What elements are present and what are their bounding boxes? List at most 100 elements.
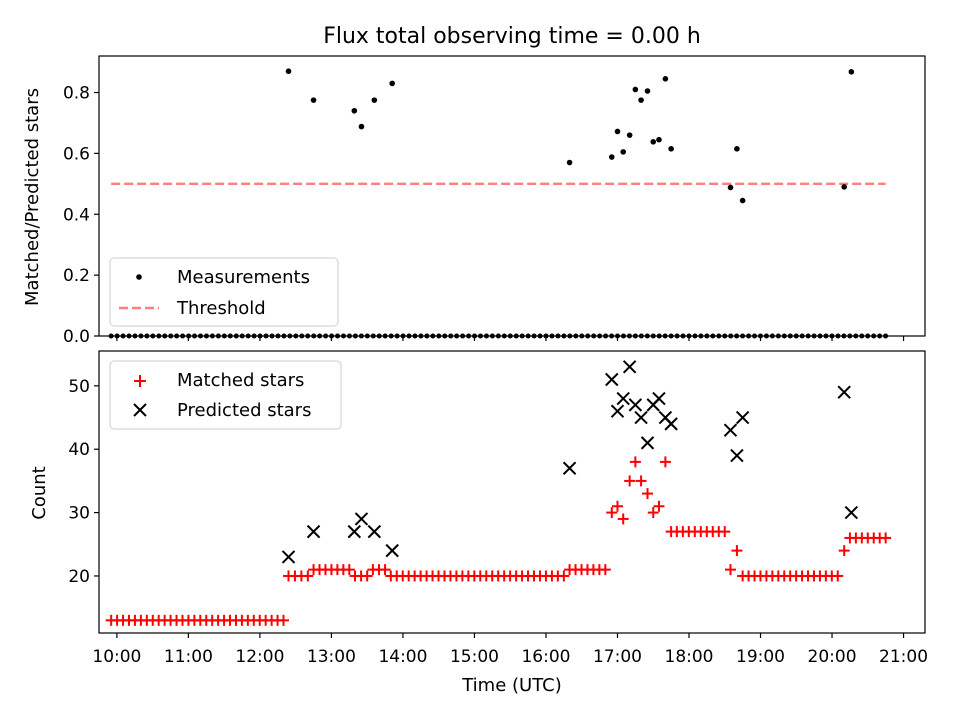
- predicted-star-point: [664, 417, 678, 431]
- bottom-x-tick-label: 18:00: [665, 647, 714, 667]
- bottom-x-tick-label: 17:00: [593, 647, 642, 667]
- measurement-point: [739, 197, 746, 204]
- top-legend: Measurements Threshold: [109, 257, 339, 327]
- measurement-point: [310, 97, 317, 103]
- bottom-x-tick-label: 21:00: [879, 647, 928, 667]
- matched-star-point: [278, 614, 290, 626]
- top-y-tick-label: 0.2: [63, 266, 90, 286]
- matched-star-point: [880, 532, 892, 544]
- matched-star-point: [653, 500, 665, 512]
- measurement-point: [668, 146, 674, 152]
- bottom-x-tick-label: 13:00: [307, 647, 356, 667]
- matched-star-point: [629, 456, 641, 468]
- measurement-point: [626, 132, 633, 138]
- bottom-x-tick-label: 14:00: [378, 647, 427, 667]
- bottom-x-axis-label: Time (UTC): [461, 675, 562, 696]
- bottom-legend-box: [109, 360, 342, 430]
- measurement-point: [632, 86, 639, 93]
- top-legend-box: [109, 257, 339, 327]
- measurement-point: [841, 184, 847, 190]
- top-panel: Flux total observing time = 0.00 h Match…: [22, 24, 926, 347]
- matched-star-point: [731, 545, 743, 557]
- legend-label-measurements: Measurements: [177, 267, 310, 288]
- bottom-y-tick-label: 30: [68, 504, 90, 524]
- predicted-star-point: [616, 391, 630, 406]
- legend-marker-measurements: [136, 274, 142, 280]
- legend-label-predicted: Predicted stars: [177, 400, 311, 421]
- matched-star-point: [611, 500, 623, 512]
- matched-star-point: [558, 570, 570, 582]
- predicted-star-point: [837, 385, 851, 399]
- measurement-point: [848, 69, 855, 75]
- top-axes-frame: [98, 55, 926, 337]
- measurement-point: [285, 68, 292, 75]
- predicted-star-point: [730, 448, 744, 463]
- predicted-star-point: [367, 524, 382, 539]
- predicted-star-point: [640, 436, 655, 450]
- matched-star-point: [606, 507, 618, 519]
- bottom-x-tick-label: 10:00: [92, 647, 141, 667]
- matched-star-point: [832, 570, 844, 582]
- predicted-star-point: [735, 410, 750, 425]
- predicted-star-point: [347, 524, 362, 539]
- matched-star-point: [635, 475, 647, 487]
- bottom-x-tick-label: 12:00: [235, 647, 284, 667]
- legend-label-matched: Matched stars: [177, 370, 304, 391]
- top-y-tick-label: 0.0: [63, 327, 90, 347]
- matched-star-point: [659, 456, 671, 468]
- measurement-point: [614, 128, 621, 135]
- bottom-x-tick-label: 15:00: [450, 647, 499, 667]
- measurement-point: [620, 149, 627, 155]
- bottom-x-ticks: 10:00 11:00 12:00 13:00 14:00 15:00 16:00 17:00…: [92, 633, 928, 667]
- bottom-x-tick-label: 20:00: [808, 647, 857, 667]
- legend-marker-predicted: [133, 403, 147, 417]
- predicted-star-point: [634, 410, 648, 425]
- measurement-point: [358, 123, 365, 130]
- measurement-point: [727, 184, 734, 191]
- predicted-star-point: [385, 543, 399, 558]
- matched-star-point: [617, 513, 629, 525]
- top-y-tick-label: 0.8: [63, 84, 90, 104]
- bottom-axes-frame: [98, 350, 926, 634]
- predicted-star-point: [605, 372, 619, 387]
- measurement-point: [608, 154, 615, 160]
- matched-star-point: [379, 564, 391, 576]
- measurement-point: [351, 107, 358, 114]
- bottom-x-tick-label: 11:00: [164, 647, 213, 667]
- measurement-point: [656, 136, 662, 143]
- predicted-star-point: [610, 404, 625, 418]
- matched-star-point: [838, 545, 850, 557]
- predicted-star-point: [844, 505, 859, 520]
- legend-marker-matched: [134, 375, 146, 387]
- top-y-tick-label: 0.6: [63, 144, 90, 164]
- bottom-legend: Matched stars Predicted stars: [109, 360, 342, 430]
- top-y-axis-label: Matched/Predicted stars: [22, 88, 43, 306]
- matched-star-point: [724, 564, 736, 576]
- predicted-star-point: [628, 398, 643, 412]
- measurement-point: [638, 97, 644, 103]
- measurement-point: [662, 76, 669, 82]
- bottom-plot-area: [105, 360, 892, 626]
- matched-star-point: [343, 564, 355, 576]
- predicted-star-point: [622, 360, 637, 374]
- bottom-x-tick-label: 19:00: [736, 647, 785, 667]
- bottom-x-tick-label: 16:00: [521, 647, 570, 667]
- chart-title: Flux total observing time = 0.00 h: [323, 24, 701, 49]
- measurement-point: [644, 88, 651, 94]
- measurement-point: [566, 159, 573, 166]
- matched-star-point: [624, 475, 636, 487]
- matched-star-point: [647, 507, 659, 519]
- bottom-y-tick-label: 40: [68, 440, 90, 460]
- matched-star-point: [361, 570, 373, 582]
- predicted-star-point: [281, 550, 296, 564]
- measurement-point: [389, 80, 396, 87]
- bottom-panel: Count Time (UTC) 20 30 40 50 10:00 11:00 12:0…: [29, 350, 928, 696]
- bottom-y-ticks: 20 30 40 50: [68, 377, 99, 587]
- matched-star-point: [642, 488, 654, 500]
- measurement-point: [734, 146, 740, 152]
- top-y-tick-label: 0.4: [63, 205, 90, 225]
- matched-star-point: [665, 526, 677, 538]
- top-y-ticks: 0.0 0.2 0.4 0.6 0.8: [63, 84, 99, 347]
